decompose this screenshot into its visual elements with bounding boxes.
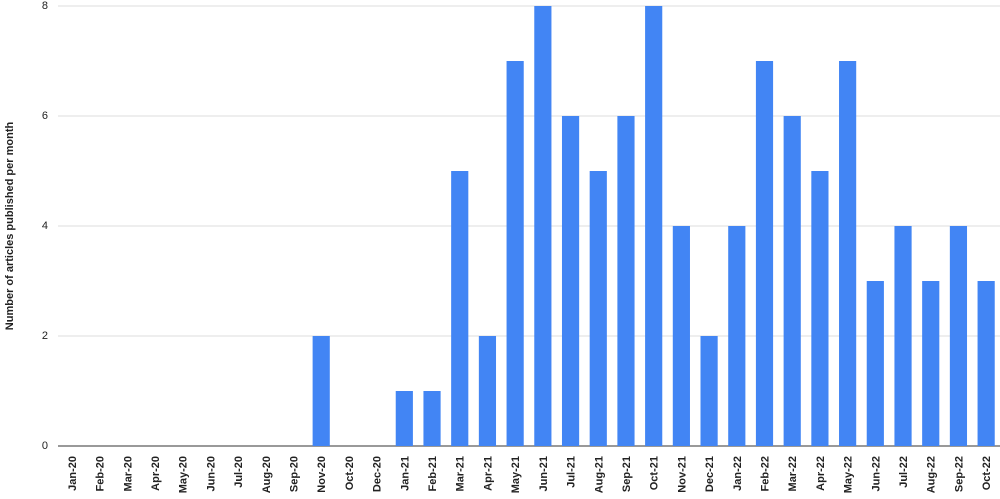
x-tick-label: Jun-20 — [205, 456, 217, 491]
bar — [811, 171, 829, 446]
bar — [395, 391, 413, 446]
x-tick-label: Oct-21 — [649, 456, 661, 490]
bar — [672, 226, 690, 446]
x-tick-label: Sep-22 — [953, 456, 965, 492]
y-tick-label: 4 — [42, 220, 48, 232]
x-tick-label: Aug-20 — [261, 456, 273, 493]
x-tick-label: Nov-21 — [676, 456, 688, 493]
x-tick-label: Jul-22 — [898, 456, 910, 488]
x-tick-label: Apr-22 — [815, 456, 827, 491]
bar — [561, 116, 580, 446]
bar — [423, 391, 441, 446]
x-tick-label: Aug-22 — [926, 456, 938, 493]
x-tick-label: Jun-21 — [538, 456, 550, 491]
bar — [534, 6, 552, 446]
bar — [977, 281, 995, 446]
bar — [949, 226, 968, 446]
bar — [589, 171, 607, 446]
x-tick-label: Dec-20 — [372, 456, 384, 492]
bar — [922, 281, 940, 446]
x-tick-label: Feb-20 — [95, 456, 107, 491]
bar — [617, 116, 635, 446]
x-tick-label: Apr-20 — [150, 456, 162, 491]
bar — [700, 336, 718, 446]
y-tick-label: 2 — [42, 330, 48, 342]
x-tick-label: Aug-21 — [593, 456, 605, 493]
bar — [755, 61, 774, 446]
bar — [866, 281, 884, 446]
x-tick-label: Jan-22 — [732, 456, 744, 491]
y-tick-label: 8 — [42, 0, 48, 12]
bar — [478, 336, 497, 446]
x-tick-label: May-21 — [510, 456, 522, 493]
x-tick-label: Oct-22 — [981, 456, 993, 490]
y-tick-label: 0 — [42, 440, 48, 452]
bar — [451, 171, 469, 446]
x-tick-label: Apr-21 — [482, 456, 494, 491]
x-tick-label: Sep-21 — [621, 456, 633, 492]
x-tick-label: Nov-20 — [316, 456, 328, 493]
bar — [839, 61, 857, 446]
x-tick-label: Feb-21 — [427, 456, 439, 491]
bar — [645, 6, 663, 446]
x-tick-label: Oct-20 — [344, 456, 356, 490]
x-tick-label: Mar-22 — [787, 456, 799, 491]
x-tick-label: Jul-20 — [233, 456, 245, 488]
x-tick-label: Jan-20 — [67, 456, 79, 491]
bar — [506, 61, 524, 446]
x-tick-label: May-20 — [178, 456, 190, 493]
x-tick-label: Mar-20 — [122, 456, 134, 491]
bar — [894, 226, 912, 446]
x-tick-label: Dec-21 — [704, 456, 716, 492]
y-tick-label: 6 — [42, 110, 48, 122]
x-tick-label: Jul-21 — [566, 456, 578, 488]
x-tick-label: Sep-20 — [289, 456, 301, 492]
x-tick-label: Jan-21 — [399, 456, 411, 491]
bar — [783, 116, 801, 446]
bar — [728, 226, 746, 446]
x-tick-label: Jun-22 — [870, 456, 882, 491]
x-tick-label: Mar-21 — [455, 456, 467, 491]
x-tick-label: May-22 — [843, 456, 855, 493]
x-tick-label: Feb-22 — [760, 456, 772, 491]
bar — [312, 336, 330, 446]
y-axis-label: Number of articles published per month — [4, 122, 16, 331]
